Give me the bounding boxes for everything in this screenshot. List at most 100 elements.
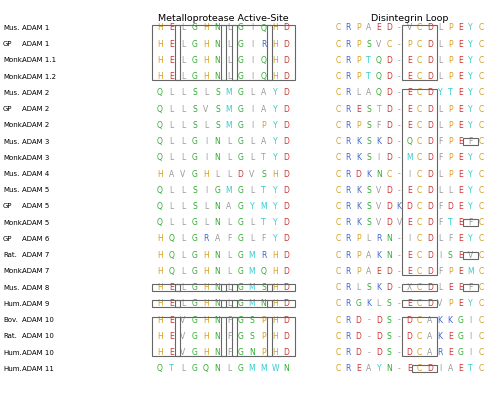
Text: P: P xyxy=(356,121,360,130)
Text: P: P xyxy=(261,316,266,325)
Text: L: L xyxy=(438,105,442,114)
Text: L: L xyxy=(448,186,452,195)
Text: S: S xyxy=(366,283,371,292)
Text: E: E xyxy=(169,72,174,81)
Text: S: S xyxy=(366,40,371,49)
Text: N: N xyxy=(214,24,220,33)
Text: E: E xyxy=(458,202,463,211)
Text: L: L xyxy=(216,169,220,178)
Bar xyxy=(402,317,438,356)
Text: C: C xyxy=(336,72,340,81)
Text: L: L xyxy=(170,105,173,114)
Text: N: N xyxy=(214,364,220,373)
Bar xyxy=(402,24,438,80)
Text: D: D xyxy=(284,202,290,211)
Text: R: R xyxy=(346,299,351,309)
Text: Q: Q xyxy=(168,251,174,260)
Text: D: D xyxy=(284,251,290,260)
Text: ADAM 2: ADAM 2 xyxy=(22,106,49,112)
Text: C: C xyxy=(417,251,422,260)
Text: H: H xyxy=(157,72,163,81)
Text: E: E xyxy=(458,56,463,65)
Text: Q: Q xyxy=(157,186,163,195)
Text: D: D xyxy=(386,72,392,81)
Text: D: D xyxy=(427,56,432,65)
Text: I: I xyxy=(205,137,207,146)
Text: H: H xyxy=(272,24,278,33)
Text: ADAM 8: ADAM 8 xyxy=(22,285,50,291)
Text: G: G xyxy=(238,88,244,97)
Text: L: L xyxy=(376,299,381,309)
Text: E: E xyxy=(458,105,463,114)
Text: V: V xyxy=(180,169,186,178)
Text: Y: Y xyxy=(468,153,473,162)
Text: E: E xyxy=(169,40,174,49)
Text: E: E xyxy=(458,218,463,227)
Text: L: L xyxy=(204,121,208,130)
Text: C: C xyxy=(478,316,484,325)
Text: G: G xyxy=(192,332,198,341)
Text: ADAM 10: ADAM 10 xyxy=(22,349,54,356)
Text: C: C xyxy=(417,186,422,195)
Text: Q: Q xyxy=(168,235,174,243)
Text: F: F xyxy=(448,235,452,243)
Text: M: M xyxy=(226,105,232,114)
Text: N: N xyxy=(386,235,392,243)
Text: Q: Q xyxy=(157,105,163,114)
Text: S: S xyxy=(366,105,371,114)
Bar xyxy=(267,317,295,356)
Text: L: L xyxy=(181,72,185,81)
Text: Mus.: Mus. xyxy=(3,187,20,193)
Text: I: I xyxy=(439,364,441,373)
Text: C: C xyxy=(336,88,340,97)
Text: F: F xyxy=(438,202,442,211)
Text: Y: Y xyxy=(272,153,278,162)
Text: Rat.: Rat. xyxy=(3,333,17,339)
Text: L: L xyxy=(204,202,208,211)
Text: H: H xyxy=(272,283,278,292)
Text: I: I xyxy=(470,332,472,341)
Text: H: H xyxy=(272,56,278,65)
Text: Q: Q xyxy=(376,88,382,97)
Text: -: - xyxy=(398,24,400,33)
Text: L: L xyxy=(227,267,231,276)
Text: G: G xyxy=(238,40,244,49)
Text: P: P xyxy=(448,169,452,178)
Text: C: C xyxy=(478,137,484,146)
Text: -: - xyxy=(398,348,400,357)
Text: L: L xyxy=(170,186,173,195)
Text: K: K xyxy=(438,316,442,325)
Text: K: K xyxy=(356,202,361,211)
Text: P: P xyxy=(448,105,452,114)
Text: V: V xyxy=(407,24,412,33)
Text: H: H xyxy=(272,40,278,49)
Text: F: F xyxy=(227,348,231,357)
Text: R: R xyxy=(346,202,351,211)
Text: -: - xyxy=(398,72,400,81)
Text: C: C xyxy=(336,332,340,341)
Text: V: V xyxy=(376,202,382,211)
Text: L: L xyxy=(181,88,185,97)
Text: I: I xyxy=(251,24,253,33)
Text: Hum.: Hum. xyxy=(3,349,22,356)
Text: E: E xyxy=(458,40,463,49)
Text: D: D xyxy=(376,348,382,357)
Text: -: - xyxy=(398,251,400,260)
Text: C: C xyxy=(478,235,484,243)
Text: H: H xyxy=(157,299,163,309)
Text: C: C xyxy=(336,202,340,211)
Text: Q: Q xyxy=(203,364,209,373)
Text: D: D xyxy=(427,235,432,243)
Text: L: L xyxy=(181,299,185,309)
Text: Q: Q xyxy=(157,137,163,146)
Text: G: G xyxy=(238,56,244,65)
Text: H: H xyxy=(272,267,278,276)
Text: S: S xyxy=(261,169,266,178)
Text: P: P xyxy=(356,251,360,260)
Text: H: H xyxy=(203,348,209,357)
Text: ADAM 11: ADAM 11 xyxy=(22,366,54,372)
Text: Monk.: Monk. xyxy=(3,73,24,80)
Text: G: G xyxy=(192,169,198,178)
Text: P: P xyxy=(356,267,360,276)
Text: D: D xyxy=(427,299,432,309)
